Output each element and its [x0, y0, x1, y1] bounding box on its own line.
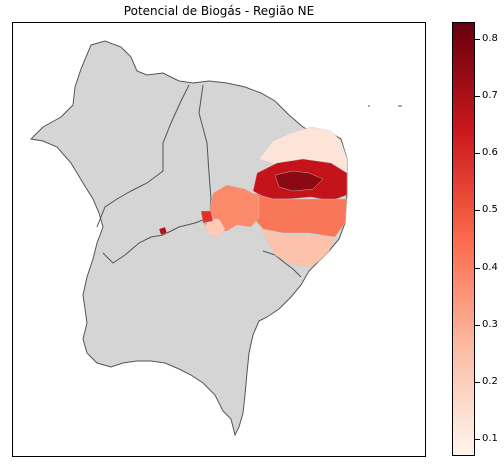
- map-title: Potencial de Biogás - Região NE: [123, 4, 315, 18]
- state-border-pi-ce: [198, 84, 212, 222]
- colorbar-tick: [475, 438, 480, 440]
- colorbar-tick: [475, 324, 480, 326]
- colorbar-tick-label: 0.3: [482, 318, 498, 330]
- colorbar-tick: [475, 153, 480, 155]
- colorbar-tick-label: 0.2: [482, 375, 498, 387]
- state-border-ba-se: [262, 250, 302, 278]
- colorbar-tick: [475, 267, 480, 269]
- region-ne-outline: [29, 40, 348, 437]
- municipality-south: [260, 228, 336, 268]
- colorbar-tick: [475, 96, 480, 98]
- colorbar-tick-label: 0.4: [482, 261, 498, 273]
- colorbar-tick: [475, 381, 480, 383]
- island-left: [368, 105, 370, 107]
- colorbar-tick: [475, 39, 480, 41]
- state-border-ma-pi: [96, 84, 190, 228]
- map-canvas: [29, 40, 402, 437]
- colorbar-tick-label: 0.8: [482, 33, 498, 45]
- colorbar-tick-label: 0.1: [482, 432, 498, 444]
- municipality-isolated: [158, 226, 168, 236]
- municipality-west-tip: [204, 218, 226, 238]
- island-right: [398, 105, 402, 107]
- colorbar-tick-label: 0.7: [482, 90, 498, 102]
- municipality-highlight-west: [200, 210, 214, 224]
- map-frame: [12, 22, 426, 457]
- municipality-mid-south: [250, 192, 348, 238]
- choropleth-layer: [158, 126, 348, 268]
- colorbar-tick-label: 0.5: [482, 204, 498, 216]
- colorbar-tick-label: 0.6: [482, 147, 498, 159]
- municipality-central-band-dark: [274, 170, 324, 192]
- state-border-pi-ba: [102, 216, 212, 264]
- colorbar: [452, 22, 475, 456]
- colorbar-tick: [475, 210, 480, 212]
